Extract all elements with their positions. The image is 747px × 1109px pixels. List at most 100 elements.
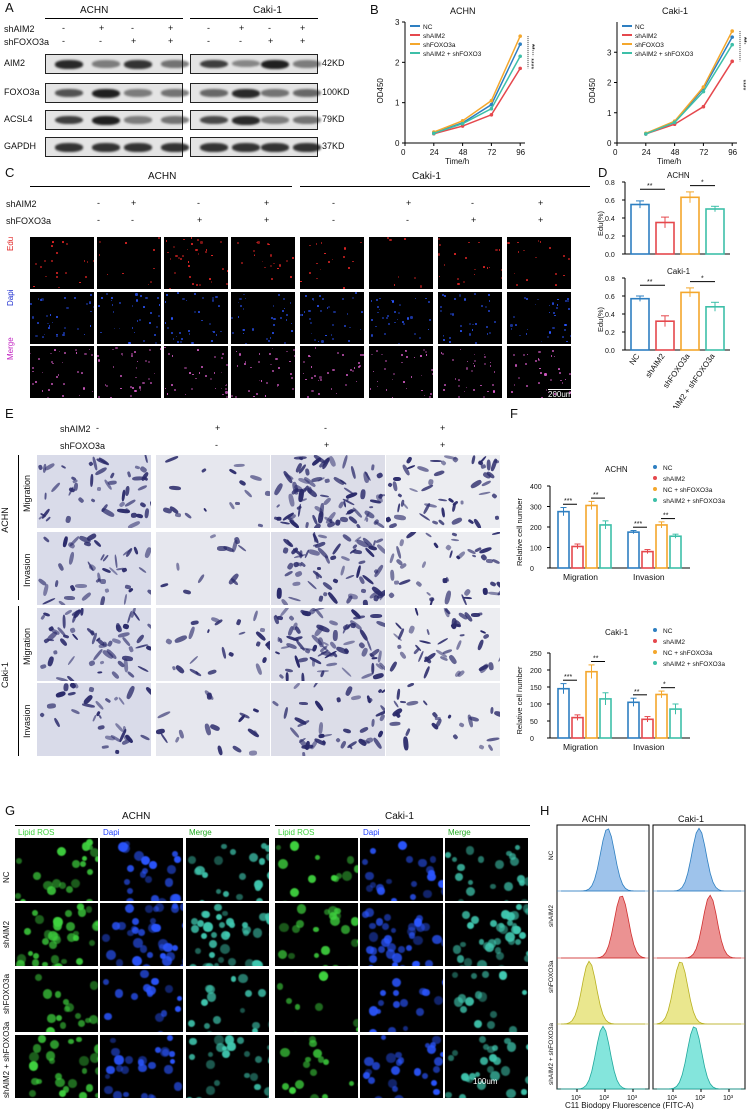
cell-nucleus (217, 305, 220, 307)
wb-sign-foxo3a: + (131, 36, 137, 46)
cell-nucleus (308, 355, 310, 358)
cell-nucleus (131, 956, 142, 966)
series-point (701, 104, 706, 109)
cell-nucleus (364, 1056, 374, 1067)
cell-nucleus (36, 1079, 42, 1085)
tw-cell (319, 503, 325, 518)
cell-nucleus (140, 295, 143, 298)
tw-cell (287, 518, 301, 528)
cell-nucleus (523, 296, 526, 300)
cell-nucleus (243, 1072, 250, 1079)
cell-nucleus (265, 915, 269, 925)
tw-cell (494, 515, 500, 521)
tw-cell (47, 656, 55, 668)
wb-band (200, 89, 228, 97)
panel-label-d: D (598, 165, 608, 180)
cell-nucleus (260, 380, 263, 382)
cell-nucleus (212, 299, 215, 302)
cell-nucleus (548, 331, 552, 334)
y-tick-label: 0.0 (605, 348, 615, 355)
cell-nucleus (204, 374, 207, 377)
cell-nucleus (149, 861, 157, 869)
edu-bar (680, 291, 700, 351)
cell-nucleus (46, 315, 49, 318)
cell-nucleus (220, 387, 223, 390)
cell-nucleus (316, 262, 318, 265)
edu-image (97, 237, 161, 289)
tw-cell (298, 456, 304, 460)
tw-cell (325, 662, 337, 667)
cell-nucleus (159, 339, 161, 342)
cell-nucleus (104, 1012, 112, 1021)
tw-cell (480, 464, 487, 470)
tw-cell (405, 532, 418, 540)
tw-cell (363, 599, 369, 605)
cell-nucleus (171, 945, 178, 952)
cell-nucleus (365, 871, 374, 881)
cell-nucleus (397, 946, 405, 953)
cell-nucleus (205, 984, 213, 993)
tw-image (37, 683, 151, 756)
cell-nucleus (486, 325, 489, 328)
cell-nucleus (175, 254, 178, 258)
cell-nucleus (345, 374, 348, 376)
cell-nucleus (405, 355, 408, 358)
cell-nucleus (312, 1048, 323, 1059)
cell-nucleus (220, 843, 227, 850)
cell-nucleus (253, 253, 256, 256)
tw-cell (386, 515, 392, 522)
edu-image (369, 346, 433, 398)
tw-cell (90, 497, 96, 503)
tw-cell (345, 491, 359, 500)
cell-nucleus (289, 887, 299, 898)
cell-nucleus (89, 848, 98, 858)
cell-nucleus (172, 851, 179, 858)
cell-nucleus (272, 305, 274, 307)
tw-cell (265, 490, 270, 497)
cell-nucleus (52, 916, 63, 927)
wb-band (293, 60, 321, 68)
edu-row-shaim2: shAIM2 (6, 199, 37, 209)
edu-scale-label: 200um (548, 390, 573, 399)
cell-nucleus (199, 283, 202, 286)
cell-nucleus (392, 989, 400, 997)
tw-sign-aim2: - (96, 423, 99, 433)
cell-nucleus (89, 1014, 98, 1024)
tw-cell (90, 473, 95, 488)
cell-nucleus (527, 328, 529, 330)
cell-nucleus (538, 358, 541, 361)
cell-nucleus (420, 285, 423, 288)
cell-nucleus (548, 391, 550, 394)
cell-nucleus (490, 1010, 497, 1018)
tw-cell (88, 686, 95, 693)
cell-nucleus (35, 334, 38, 338)
cell-nucleus (120, 1066, 129, 1074)
wb-band (92, 116, 120, 125)
tw-cell (174, 736, 181, 744)
cell-nucleus (440, 938, 443, 948)
tw-cell (351, 507, 363, 519)
tw-cell (135, 633, 145, 645)
tw-cell (113, 696, 119, 702)
tw-cell (65, 515, 72, 524)
cell-nucleus (514, 844, 520, 850)
cell-nucleus (375, 349, 378, 352)
tw-cell (437, 498, 447, 502)
cell-nucleus (266, 853, 269, 862)
cell-nucleus (509, 857, 519, 867)
cell-nucleus (132, 917, 140, 926)
tw-cell (287, 493, 296, 508)
cell-nucleus (59, 1090, 66, 1097)
cell-nucleus (158, 939, 168, 949)
cell-nucleus (539, 367, 541, 370)
wb-kd-label: 100KD (322, 87, 350, 97)
y-tick-label: 300 (530, 505, 542, 512)
tw-cell (396, 688, 401, 700)
cell-nucleus (180, 963, 183, 966)
tw-cell (67, 654, 76, 665)
tw-cell (299, 498, 308, 503)
tw-cell (53, 717, 61, 729)
cell-nucleus (272, 370, 275, 373)
cell-nucleus (214, 372, 216, 374)
